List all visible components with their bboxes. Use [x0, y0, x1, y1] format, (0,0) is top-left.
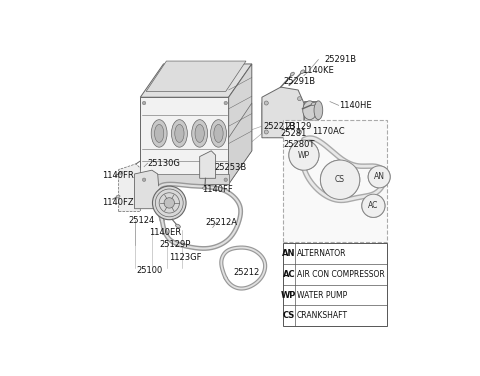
Polygon shape — [304, 101, 318, 120]
Circle shape — [362, 194, 385, 217]
Text: CS: CS — [335, 175, 345, 184]
Text: WATER PUMP: WATER PUMP — [297, 291, 347, 300]
Circle shape — [298, 97, 301, 101]
Text: WP: WP — [298, 151, 310, 160]
Text: AN: AN — [282, 249, 296, 258]
Ellipse shape — [214, 124, 223, 143]
Ellipse shape — [300, 70, 304, 74]
Polygon shape — [134, 170, 159, 209]
Ellipse shape — [171, 120, 187, 147]
Text: 25212: 25212 — [234, 268, 260, 277]
Ellipse shape — [192, 120, 208, 147]
Text: 25291B: 25291B — [324, 55, 356, 64]
Text: 1140KE: 1140KE — [302, 66, 334, 75]
Circle shape — [321, 160, 360, 199]
Ellipse shape — [303, 101, 317, 120]
Ellipse shape — [176, 224, 180, 228]
Text: 25129P: 25129P — [159, 240, 191, 249]
Text: 1140FF: 1140FF — [202, 185, 233, 194]
Ellipse shape — [155, 124, 164, 143]
Polygon shape — [262, 87, 304, 138]
Text: 1123GF: 1123GF — [169, 253, 202, 262]
Text: AC: AC — [283, 270, 295, 279]
Text: 25280T: 25280T — [284, 139, 315, 149]
Text: 25291B: 25291B — [283, 77, 315, 86]
Text: AN: AN — [373, 172, 384, 181]
Text: 25100: 25100 — [136, 266, 162, 275]
Text: 25281: 25281 — [281, 129, 307, 138]
Ellipse shape — [119, 171, 123, 174]
Circle shape — [264, 130, 268, 134]
Circle shape — [362, 194, 385, 217]
Circle shape — [224, 101, 228, 105]
Circle shape — [289, 140, 319, 170]
Text: 25124: 25124 — [129, 216, 155, 225]
Ellipse shape — [151, 120, 167, 147]
Polygon shape — [228, 103, 252, 184]
Text: 25221B: 25221B — [264, 122, 296, 131]
Text: CRANKSHAFT: CRANKSHAFT — [297, 311, 348, 320]
Text: CS: CS — [283, 311, 295, 320]
FancyBboxPatch shape — [283, 120, 387, 242]
Text: CS: CS — [335, 175, 345, 184]
Polygon shape — [119, 164, 140, 212]
Text: 1140HE: 1140HE — [339, 102, 371, 111]
Polygon shape — [140, 97, 228, 184]
Ellipse shape — [203, 187, 206, 190]
Text: 1140FR: 1140FR — [102, 171, 133, 180]
Ellipse shape — [175, 124, 184, 143]
Text: 25212A: 25212A — [205, 218, 238, 227]
Circle shape — [368, 166, 390, 188]
Text: 23129: 23129 — [285, 122, 312, 131]
Circle shape — [298, 130, 301, 134]
Ellipse shape — [290, 72, 294, 76]
Text: 25130G: 25130G — [147, 159, 180, 168]
Text: AIR CON COMPRESSOR: AIR CON COMPRESSOR — [297, 270, 384, 279]
Text: 1140ER: 1140ER — [149, 228, 181, 237]
Polygon shape — [140, 64, 252, 97]
Text: AN: AN — [373, 172, 384, 181]
Text: 1140FZ: 1140FZ — [102, 197, 133, 206]
Circle shape — [321, 160, 360, 199]
Circle shape — [153, 186, 186, 220]
Circle shape — [224, 178, 228, 182]
Circle shape — [143, 101, 146, 105]
Ellipse shape — [314, 101, 323, 120]
Circle shape — [264, 101, 268, 105]
Text: 25253B: 25253B — [214, 163, 246, 172]
Ellipse shape — [195, 124, 204, 143]
Circle shape — [289, 140, 319, 170]
Circle shape — [143, 178, 146, 182]
Text: WP: WP — [298, 151, 310, 160]
Polygon shape — [228, 64, 252, 184]
Polygon shape — [200, 151, 216, 178]
Text: WP: WP — [281, 291, 297, 300]
Bar — [283, 243, 387, 326]
Polygon shape — [262, 99, 268, 138]
Text: ALTERNATOR: ALTERNATOR — [297, 249, 347, 258]
Text: 1170AC: 1170AC — [312, 127, 345, 136]
Text: AC: AC — [368, 201, 379, 210]
Polygon shape — [140, 174, 228, 184]
Circle shape — [368, 166, 390, 188]
Ellipse shape — [311, 102, 316, 105]
Circle shape — [164, 198, 175, 208]
Text: AC: AC — [368, 201, 379, 210]
Polygon shape — [146, 61, 246, 91]
Ellipse shape — [211, 120, 227, 147]
Ellipse shape — [116, 195, 120, 198]
